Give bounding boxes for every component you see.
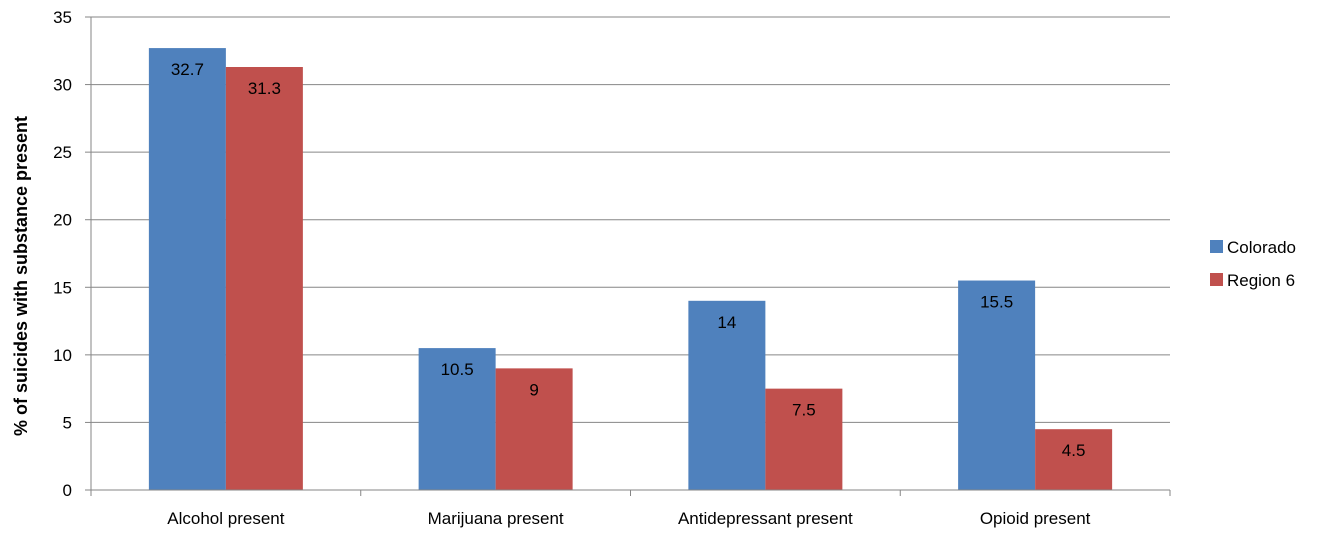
x-tick-label: Marijuana present bbox=[428, 509, 564, 528]
legend-label: Region 6 bbox=[1227, 271, 1295, 290]
legend-label: Colorado bbox=[1227, 238, 1296, 257]
y-tick-label: 30 bbox=[53, 76, 72, 95]
data-label: 7.5 bbox=[792, 401, 816, 420]
bar-region-6 bbox=[225, 67, 303, 490]
y-tick-label: 5 bbox=[63, 413, 72, 432]
bar-colorado bbox=[418, 348, 496, 490]
bar-colorado bbox=[688, 300, 766, 490]
x-tick-label: Alcohol present bbox=[167, 509, 284, 528]
legend: Colorado Region 6 bbox=[1210, 238, 1296, 290]
legend-swatch bbox=[1210, 240, 1223, 253]
bars bbox=[148, 48, 1113, 490]
y-tick-label: 25 bbox=[53, 143, 72, 162]
legend-swatch bbox=[1210, 273, 1223, 286]
bar-colorado bbox=[958, 280, 1036, 490]
y-tick-label: 35 bbox=[53, 8, 72, 27]
data-label: 9 bbox=[529, 380, 538, 399]
y-tick-label: 10 bbox=[53, 346, 72, 365]
x-tick-label: Antidepressant present bbox=[678, 509, 853, 528]
bar-region-6 bbox=[1035, 429, 1113, 490]
bar-region-6 bbox=[495, 368, 573, 490]
data-label: 4.5 bbox=[1062, 441, 1086, 460]
y-tick-label: 0 bbox=[63, 481, 72, 500]
data-label: 10.5 bbox=[441, 360, 474, 379]
data-label: 14 bbox=[717, 313, 736, 332]
bar-region-6 bbox=[765, 388, 843, 490]
axes: 0 5 10 15 20 25 30 35 Alcohol present Marijuana p… bbox=[53, 8, 1171, 528]
data-label: 32.7 bbox=[171, 60, 204, 79]
y-tick-label: 20 bbox=[53, 211, 72, 230]
x-tick-label: Opioid present bbox=[980, 509, 1091, 528]
bar-colorado bbox=[148, 48, 226, 490]
y-axis-title: % of suicides with substance present bbox=[11, 116, 31, 436]
data-label: 31.3 bbox=[248, 79, 281, 98]
data-labels: 32.7 31.3 10.5 9 14 7.5 15.5 4.5 bbox=[171, 60, 1086, 460]
data-label: 15.5 bbox=[980, 293, 1013, 312]
y-tick-label: 15 bbox=[53, 278, 72, 297]
